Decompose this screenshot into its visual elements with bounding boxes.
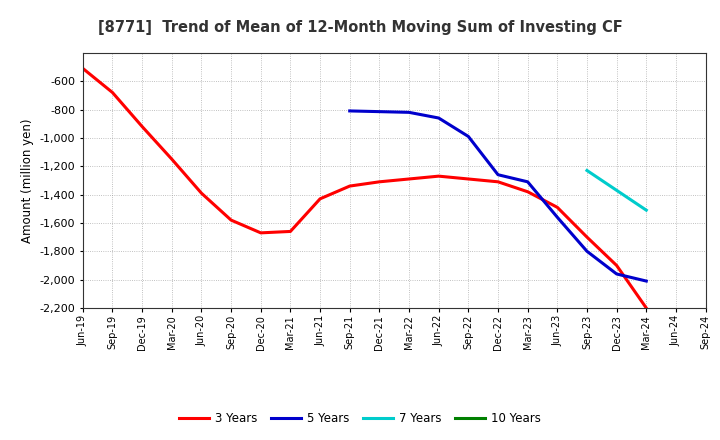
Line: 3 Years: 3 Years [83,68,647,308]
5 Years [642,279,651,284]
3 Years [256,230,265,235]
3 Years [434,173,443,179]
5 Years [346,108,354,114]
3 Years [612,263,621,268]
Legend: 3 Years, 5 Years, 7 Years, 10 Years: 3 Years, 5 Years, 7 Years, 10 Years [175,407,545,430]
3 Years [138,124,146,129]
Text: [8771]  Trend of Mean of 12-Month Moving Sum of Investing CF: [8771] Trend of Mean of 12-Month Moving … [98,20,622,35]
3 Years [375,179,384,184]
5 Years [464,134,472,139]
3 Years [286,229,294,234]
7 Years [582,168,591,173]
3 Years [108,90,117,95]
5 Years [434,115,443,121]
5 Years [523,179,532,184]
3 Years [227,217,235,223]
3 Years [405,176,413,182]
5 Years [375,109,384,114]
3 Years [346,183,354,189]
3 Years [494,179,503,184]
7 Years [612,188,621,193]
Line: 5 Years: 5 Years [350,111,647,281]
3 Years [642,305,651,311]
3 Years [168,157,176,162]
7 Years [642,208,651,213]
3 Years [78,66,87,71]
5 Years [553,215,562,220]
5 Years [612,271,621,277]
Y-axis label: Amount (million yen): Amount (million yen) [21,118,34,242]
3 Years [553,205,562,210]
5 Years [405,110,413,115]
3 Years [523,189,532,194]
Line: 7 Years: 7 Years [587,170,647,210]
3 Years [464,176,472,182]
3 Years [582,235,591,240]
5 Years [494,172,503,177]
3 Years [197,191,206,196]
3 Years [316,196,325,202]
5 Years [582,249,591,254]
